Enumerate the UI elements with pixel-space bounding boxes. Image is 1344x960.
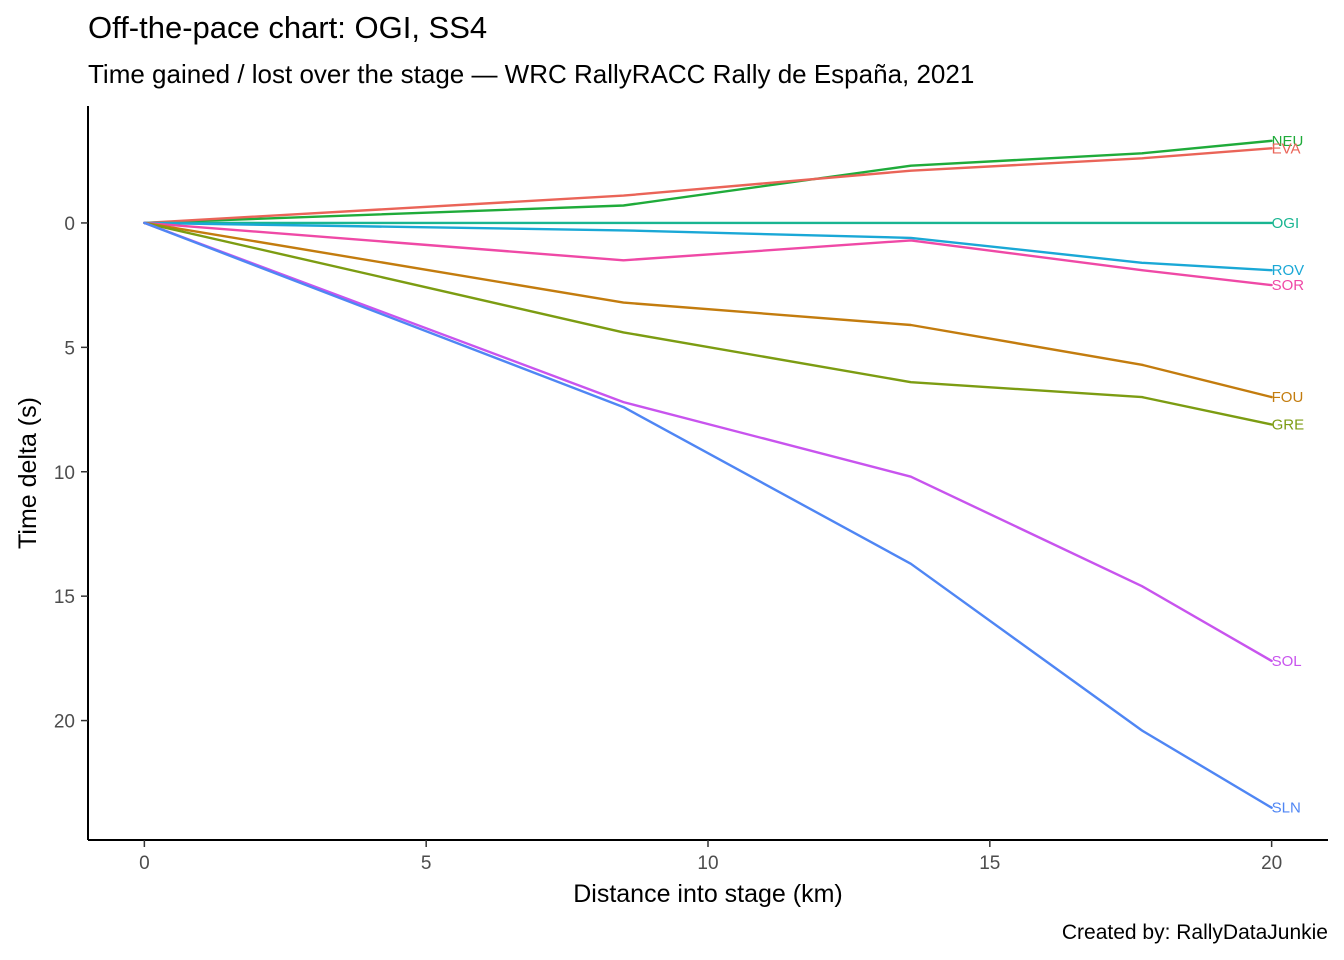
series-label-sln: SLN [1272,800,1301,817]
y-tick-label: 20 [54,712,75,733]
y-tick-label: 10 [54,463,75,484]
chart-title: Off-the-pace chart: OGI, SS4 [88,10,488,45]
series-label-sor: SOR [1272,277,1305,294]
series-line-sol [143,221,1273,663]
series-label-rov: ROV [1272,262,1305,279]
series-label-ogi: OGI [1272,215,1300,232]
series-line-gre [143,221,1273,426]
series-line-neu [143,139,1273,225]
series-line-rov [143,221,1273,272]
chart-caption: Created by: RallyDataJunkie [1061,921,1328,944]
x-tick-label: 15 [979,853,1000,874]
x-tick-label: 10 [697,853,718,874]
series-label-fou: FOU [1272,389,1304,406]
chart-subtitle: Time gained / lost over the stage — WRC … [88,59,975,89]
x-tick-label: 20 [1261,853,1282,874]
series-line-sln [143,221,1273,809]
series-label-eva: EVA [1272,140,1301,157]
x-tick-label: 0 [139,853,150,874]
series-label-sol: SOL [1272,653,1302,670]
series-line-sor [143,221,1273,287]
x-tick-label: 5 [421,853,432,874]
y-tick-label: 5 [64,338,75,359]
x-axis-ticks: 0 5 10 15 20 [139,840,1282,874]
y-axis-title: Time delta (s) [14,397,42,549]
series-line-fou [143,221,1273,399]
y-tick-label: 0 [64,214,75,235]
series-line-eva [143,147,1273,225]
y-axis-ticks: 0 5 10 15 20 [54,214,88,733]
series-lines [143,139,1273,809]
series-label-neu: NEU [1272,133,1304,150]
x-axis-title: Distance into stage (km) [573,880,843,908]
y-tick-label: 15 [54,587,75,608]
series-label-gre: GRE [1272,416,1305,433]
